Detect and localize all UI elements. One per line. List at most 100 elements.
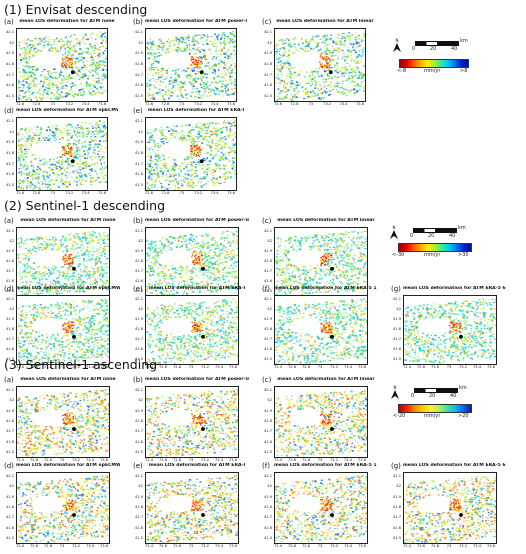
raster-pixel (50, 283, 51, 284)
raster-pixel (171, 135, 173, 136)
raster-pixel (96, 237, 97, 238)
raster-pixel (201, 37, 203, 38)
raster-pixel (105, 77, 107, 79)
raster-pixel (341, 87, 343, 89)
raster-pixel (235, 88, 236, 89)
raster-pixel (233, 161, 234, 162)
raster-pixel (212, 68, 213, 69)
raster-pixel (168, 157, 170, 159)
raster-pixel (230, 80, 231, 81)
raster-pixel (185, 89, 187, 90)
raster-pixel (20, 163, 21, 164)
raster-pixel (176, 181, 178, 183)
raster-pixel (223, 62, 225, 64)
raster-pixel (157, 173, 158, 174)
raster-pixel (53, 240, 55, 242)
raster-pixel (149, 89, 150, 90)
raster-pixel (200, 83, 202, 84)
raster-pixel (210, 154, 212, 156)
raster-pixel (207, 123, 208, 124)
raster-pixel (288, 68, 290, 69)
raster-pixel (235, 121, 236, 122)
raster-pixel (97, 134, 98, 135)
raster-pixel (178, 133, 179, 134)
raster-pixel (71, 137, 73, 139)
raster-pixel (44, 89, 46, 91)
raster-pixel (286, 78, 287, 79)
raster-pixel (92, 177, 94, 179)
raster-pixel (281, 98, 282, 99)
raster-pixel (95, 144, 97, 145)
raster-pixel (157, 40, 158, 41)
raster-pixel (108, 243, 109, 244)
raster-pixel (60, 132, 62, 133)
raster-pixel (219, 176, 221, 178)
raster-pixel (276, 68, 278, 70)
raster-pixel (40, 50, 42, 52)
raster-pixel (201, 61, 202, 62)
raster-pixel (198, 47, 199, 48)
raster-pixel (102, 59, 103, 60)
raster-pixel (165, 51, 167, 52)
raster-pixel (37, 135, 39, 137)
raster-pixel (103, 251, 105, 252)
raster-pixel (66, 66, 67, 67)
y-tick-label: 42.1 (134, 30, 143, 34)
raster-pixel (333, 88, 334, 89)
raster-pixel (40, 159, 41, 160)
raster-pixel (192, 184, 193, 185)
raster-pixel (211, 124, 212, 125)
raster-pixel (195, 126, 197, 127)
raster-pixel (171, 138, 172, 139)
raster-pixel (29, 130, 31, 131)
raster-pixel (72, 274, 73, 275)
raster-pixel (309, 75, 311, 76)
raster-pixel (192, 149, 193, 150)
raster-pixel (233, 46, 234, 47)
raster-pixel (320, 64, 321, 65)
raster-pixel (216, 165, 218, 167)
raster-pixel (190, 179, 191, 180)
raster-pixel (190, 136, 192, 138)
raster-pixel (55, 267, 57, 269)
raster-pixel (84, 265, 85, 266)
raster-pixel (281, 47, 283, 48)
raster-pixel (152, 96, 154, 97)
raster-pixel (70, 84, 71, 85)
raster-pixel (218, 70, 220, 71)
raster-pixel (89, 72, 91, 73)
raster-pixel (18, 92, 19, 93)
raster-pixel (31, 141, 33, 142)
raster-pixel (97, 68, 99, 69)
raster-pixel (151, 64, 153, 65)
raster-pixel (24, 87, 25, 88)
raster-pixel (168, 90, 170, 92)
raster-pixel (39, 41, 41, 43)
raster-pixel (345, 73, 347, 74)
raster-pixel (22, 154, 24, 156)
raster-pixel (201, 135, 203, 137)
raster-pixel (100, 86, 102, 88)
raster-pixel (206, 95, 208, 96)
raster-pixel (76, 128, 78, 129)
raster-pixel (85, 75, 87, 76)
raster-pixel (337, 44, 338, 45)
raster-pixel (82, 248, 83, 249)
x-tick-label: 73.4 (80, 191, 92, 195)
raster-pixel (64, 53, 65, 54)
raster-pixel (339, 35, 341, 36)
raster-pixel (152, 78, 153, 79)
raster-pixel (74, 153, 75, 154)
raster-pixel (83, 180, 84, 181)
raster-pixel (47, 44, 49, 46)
raster-pixel (22, 161, 23, 162)
raster-pixel (31, 76, 32, 77)
raster-pixel (209, 136, 210, 137)
raster-pixel (72, 95, 74, 97)
raster-pixel (213, 185, 215, 187)
raster-pixel (46, 176, 48, 177)
raster-pixel (147, 182, 149, 183)
raster-pixel (77, 130, 78, 131)
raster-pixel (80, 77, 82, 79)
